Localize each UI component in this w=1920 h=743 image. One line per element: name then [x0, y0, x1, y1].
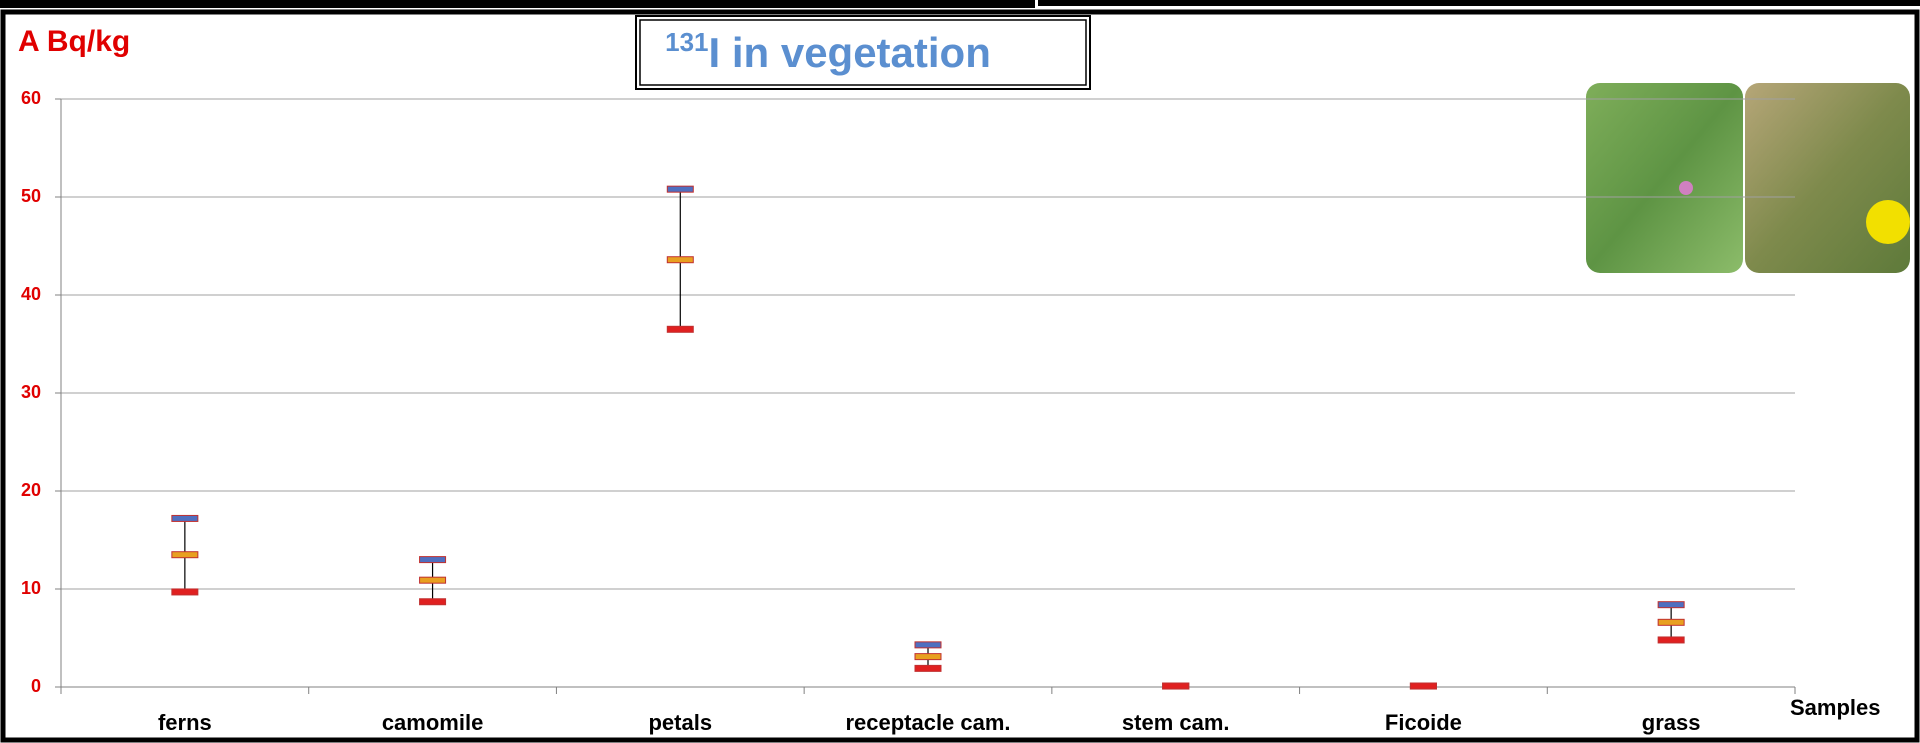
- value-cap: [914, 641, 942, 649]
- value-cap: [419, 556, 447, 564]
- y-tick-label: 10: [21, 578, 41, 598]
- photo-flower: [1679, 181, 1693, 195]
- value-cap: [1657, 636, 1685, 644]
- title-box-inner: [639, 19, 1087, 86]
- y-axis-label: A Bq/kg: [18, 25, 130, 58]
- value-cap: [914, 653, 942, 661]
- value-cap: [666, 256, 694, 264]
- value-cap: [914, 664, 942, 672]
- top-bar: [1038, 0, 1920, 6]
- y-tick-label: 40: [21, 284, 41, 304]
- title-superscript: 131: [665, 27, 708, 57]
- x-tick-label: petals: [648, 710, 712, 735]
- title-box: [635, 15, 1091, 90]
- y-tick-label: 30: [21, 382, 41, 402]
- value-cap: [666, 325, 694, 333]
- title-text: I in vegetation: [709, 29, 991, 76]
- value-cap: [171, 514, 199, 522]
- y-tick-label: 0: [31, 676, 41, 696]
- x-axis-label: Samples: [1790, 695, 1881, 720]
- x-tick-label: stem cam.: [1122, 710, 1230, 735]
- y-tick-label: 60: [21, 88, 41, 108]
- top-bar: [0, 0, 1035, 8]
- x-tick-label: ferns: [158, 710, 212, 735]
- value-cap: [1409, 682, 1437, 690]
- value-cap: [419, 598, 447, 606]
- x-tick-label: grass: [1642, 710, 1701, 735]
- y-tick-label: 50: [21, 186, 41, 206]
- x-tick-label: receptacle cam.: [845, 710, 1010, 735]
- value-cap: [1162, 682, 1190, 690]
- value-cap: [171, 588, 199, 596]
- value-cap: [171, 551, 199, 559]
- value-cap: [1657, 618, 1685, 626]
- value-cap: [419, 576, 447, 584]
- photo-flower: [1866, 200, 1910, 244]
- value-cap: [666, 185, 694, 193]
- x-tick-label: Ficoide: [1385, 710, 1462, 735]
- x-tick-label: camomile: [382, 710, 484, 735]
- photo: [1745, 83, 1910, 273]
- value-cap: [1657, 601, 1685, 609]
- frame: [0, 9, 1920, 743]
- chart-title: 131I in vegetation: [665, 27, 991, 76]
- photo: [1586, 83, 1743, 273]
- y-tick-label: 20: [21, 480, 41, 500]
